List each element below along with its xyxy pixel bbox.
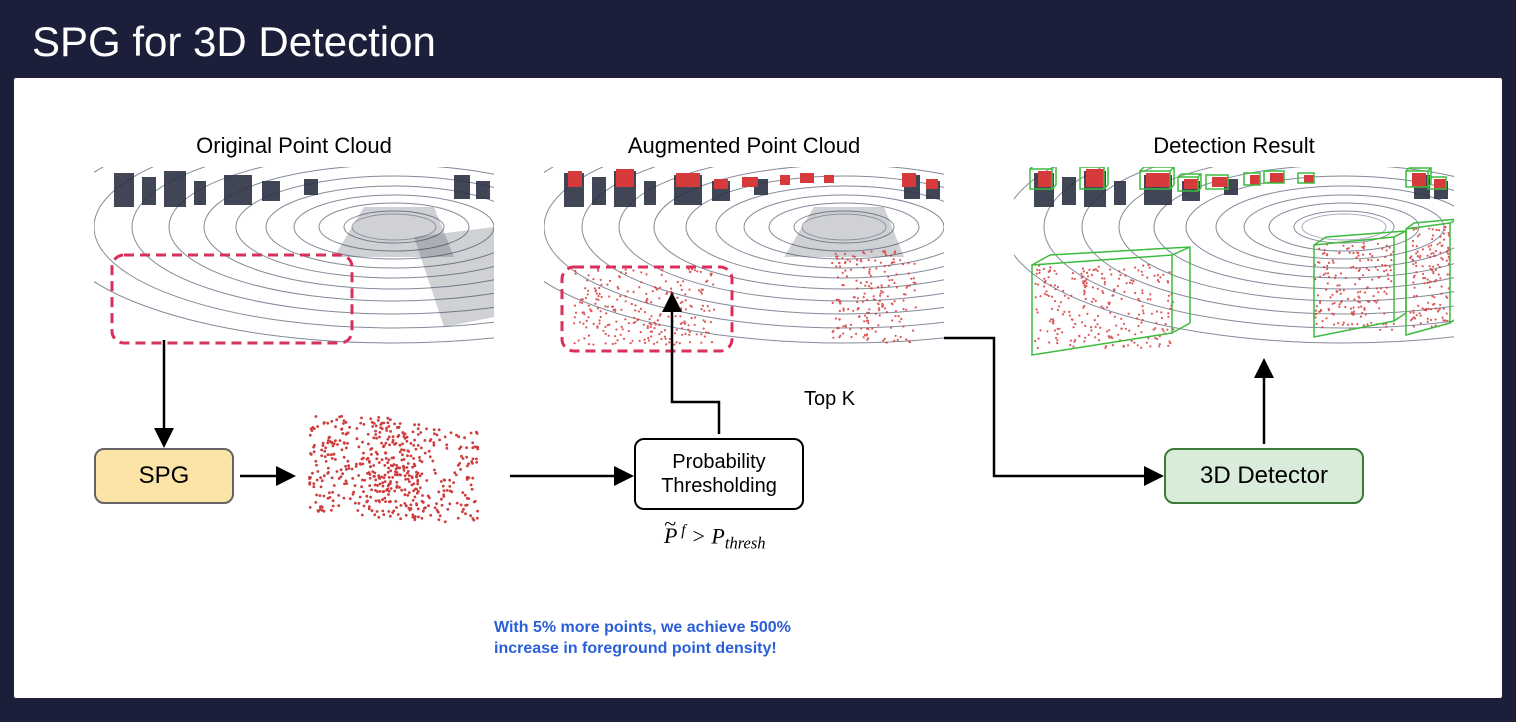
arrow-aug-to-detector	[944, 338, 1160, 476]
arrow-thresh-to-aug	[672, 296, 719, 434]
arrows-layer	[14, 78, 1502, 698]
content-panel: Original Point Cloud	[14, 78, 1502, 698]
slide-title: SPG for 3D Detection	[0, 0, 1516, 78]
